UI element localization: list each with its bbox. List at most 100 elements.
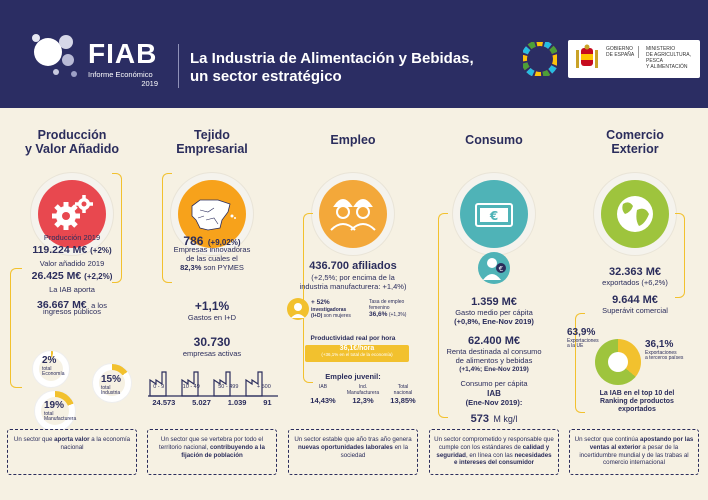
iab-value: 36.667 M€ bbox=[37, 299, 87, 311]
brand-name: FIAB bbox=[88, 38, 158, 69]
column-empleo: Empleo 436.700 afiliados (+2,5%; por enc… bbox=[283, 118, 423, 500]
euro-card-icon: € bbox=[475, 203, 513, 227]
column-produccion: Producción y Valor Añadido Producción 20… bbox=[2, 118, 142, 500]
exports-pie bbox=[595, 339, 641, 385]
title-line-1: La Industria de Alimentación y Bebidas, bbox=[190, 50, 474, 67]
tejido-circle bbox=[178, 180, 246, 248]
juvenil-col: Total nacional 13,85% bbox=[390, 384, 416, 405]
iab-suffix2: ingresos públicos bbox=[43, 307, 101, 316]
comercio-connector-left bbox=[575, 313, 585, 413]
industria-pct: 15% total Industria bbox=[101, 374, 122, 397]
brand-subtitle: Informe Económico bbox=[88, 70, 153, 79]
va-change: (+2,2%) bbox=[84, 272, 113, 281]
industria-ring bbox=[92, 363, 132, 403]
comercio-connector bbox=[675, 213, 685, 298]
empresas-value-line: 786 (+9,02%) bbox=[183, 234, 241, 248]
consumo-connector bbox=[438, 213, 448, 418]
spain-shield-icon bbox=[576, 44, 598, 68]
superavit-label: Superávit comercial bbox=[602, 306, 668, 315]
juvenil-label: Empleo juvenil: bbox=[325, 372, 381, 381]
empleo-title: Empleo bbox=[330, 133, 376, 147]
per-capita-label-2: IAB bbox=[487, 389, 501, 398]
woman-avatar-icon bbox=[287, 298, 309, 320]
va-value-line: 26.425 M€ (+2,2%) bbox=[2, 270, 142, 282]
brand-year: 2019 bbox=[141, 79, 158, 88]
afiliados-text-2: industria manufacturera: +1,4%) bbox=[299, 282, 407, 291]
factory-counts: 24.573 5.027 1.039 91 bbox=[144, 398, 280, 407]
prod-value: 119.224 M€ bbox=[32, 244, 88, 256]
per-capita-value-line: 573 M kg/l bbox=[470, 413, 518, 425]
empresas-text-3: 82,3% son PYMES bbox=[180, 263, 244, 272]
fiab-logo-icon bbox=[32, 34, 77, 77]
juvenil-col: IAB 14,43% bbox=[310, 384, 336, 405]
juvenil-table: IAB 14,43% Ind. Manufacturera 12,3% Tota… bbox=[305, 384, 421, 405]
factory-ranges: 0 - 9 10 - 49 50 - 499 + 500 bbox=[144, 384, 280, 390]
ue-pct-block: 63,9% Exportaciones a la UE bbox=[567, 327, 599, 350]
factories-icon bbox=[148, 371, 278, 397]
per-capita-label-3: (Ene-Nov 2019): bbox=[465, 398, 523, 407]
renta-change: (+1,4%; Ene-Nov 2019) bbox=[459, 366, 529, 373]
factory-range: 0 - 9 bbox=[153, 384, 165, 390]
renta-label-1: Renta destinada al consumo bbox=[446, 347, 542, 356]
gov-right-text: MINISTERIO DE AGRICULTURA, PESCA Y ALIME… bbox=[646, 46, 691, 70]
export-value: 32.363 M€ bbox=[609, 266, 661, 278]
tasa-empleo-block: Tasa de empleo femenino 36,6% (+1,3%) bbox=[369, 299, 407, 318]
va-value: 26.425 M€ bbox=[31, 270, 82, 282]
activas-label: empresas activas bbox=[182, 349, 242, 358]
manufacturera-ring bbox=[34, 390, 76, 432]
title-line-2: un sector estratégico bbox=[190, 68, 342, 85]
empleo-footer: Un sector estable que año tras año gener… bbox=[288, 429, 418, 475]
government-logo: GOBIERNO DE ESPAÑA MINISTERIO DE AGRICUL… bbox=[568, 40, 700, 78]
produccion-connector bbox=[112, 173, 122, 283]
spain-map-icon bbox=[191, 199, 236, 231]
prod-hora-label: Productividad real por hora bbox=[310, 335, 396, 342]
header-bar: FIAB Informe Económico 2019 La Industria… bbox=[0, 0, 708, 108]
iab-label: La IAB aporta bbox=[49, 285, 95, 294]
empleo-connector bbox=[303, 213, 313, 383]
factory-range: 10 - 49 bbox=[182, 384, 200, 390]
export-label: exportados (+6,2%) bbox=[602, 278, 668, 287]
prod-hora-value: 36,1€/hora bbox=[339, 345, 375, 352]
manufacturera-pct: 19% total Manufacturera bbox=[44, 400, 77, 423]
consumo-title: Consumo bbox=[465, 133, 523, 147]
factory-range: + 500 bbox=[256, 384, 271, 390]
juvenil-col: Ind. Manufacturera 12,3% bbox=[346, 384, 380, 405]
renta-label-2: de alimentos y bebidas bbox=[455, 356, 533, 365]
header-divider bbox=[178, 44, 179, 88]
tejido-title: Tejido Empresarial bbox=[176, 128, 248, 156]
activas-value: 30.730 bbox=[193, 335, 231, 349]
consumo-circle: € bbox=[460, 180, 528, 248]
empresas-text-1: Empresas innovadoras bbox=[173, 245, 251, 254]
factory-range: 50 - 499 bbox=[218, 384, 239, 390]
column-tejido: Tejido Empresarial 786 (+9,02%) Empresas… bbox=[142, 118, 282, 500]
page-title: La Industria de Alimentación y Bebidas, … bbox=[190, 50, 474, 86]
gasto-change: (+0,8%, Ene-Nov 2019) bbox=[454, 317, 534, 326]
gov-left-text: GOBIERNO DE ESPAÑA bbox=[606, 46, 640, 58]
workers-icon bbox=[330, 199, 376, 231]
svg-text:€: € bbox=[499, 265, 503, 273]
va-label: Valor añadido 2019 bbox=[39, 259, 105, 268]
factory-count: 24.573 bbox=[152, 398, 176, 407]
sdg-wheel-icon bbox=[523, 42, 557, 76]
gasto-label: Gasto medio per cápita bbox=[455, 308, 533, 317]
gasto-value: 1.359 M€ bbox=[471, 296, 517, 308]
economia-pct: 2% total Economía bbox=[42, 355, 65, 378]
factory-count: 5.027 bbox=[192, 398, 211, 407]
tejido-connector bbox=[162, 173, 172, 283]
iab-value-line: 36.667 M€ a los bbox=[2, 295, 142, 313]
svg-text:€: € bbox=[489, 209, 498, 223]
ranking-text: La IAB en el top 10 del Ranking de produ… bbox=[599, 390, 675, 414]
investigadoras-block: + 52% investigadoras (I+D) son mujeres bbox=[311, 299, 351, 319]
gastos-label: Gastos en I+D bbox=[187, 313, 237, 322]
per-capita-label-1: Consumo per cápita bbox=[460, 379, 528, 388]
gears-icon bbox=[52, 195, 93, 230]
factory-count: 91 bbox=[263, 398, 272, 407]
tejido-footer: Un sector que se vertebra por todo el te… bbox=[147, 429, 277, 475]
superavit-value: 9.644 M€ bbox=[612, 294, 658, 306]
comercio-footer: Un sector que continúa apostando por las… bbox=[569, 429, 699, 475]
prod-value-line: 119.224 M€ (+2%) bbox=[2, 244, 142, 256]
produccion-circle bbox=[38, 180, 106, 248]
empleo-circle bbox=[319, 180, 387, 248]
globe-icon bbox=[617, 196, 653, 232]
empresas-text-2: de las cuales el bbox=[186, 254, 238, 263]
